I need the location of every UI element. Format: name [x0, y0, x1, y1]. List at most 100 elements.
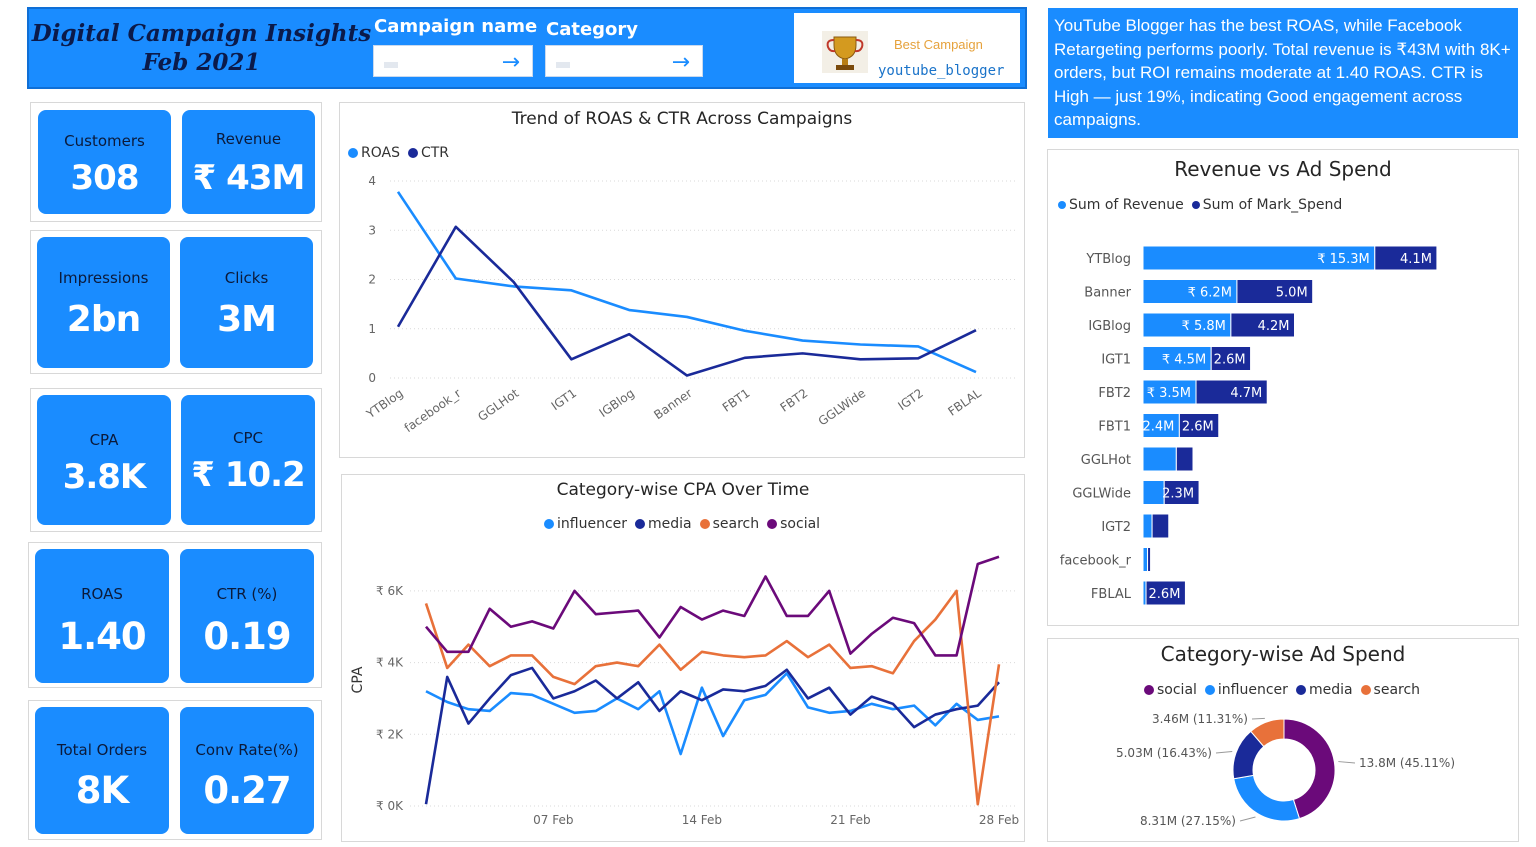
- legend-dot-search: [699, 519, 710, 529]
- legend-item-media-spend[interactable]: media: [1295, 682, 1353, 698]
- y-tick-label: 1: [368, 322, 376, 336]
- donut-slice-influencer: [1233, 774, 1301, 822]
- best-campaign-title: Best Campaign: [894, 37, 983, 52]
- kpi-impressions-value: 2bn: [66, 299, 141, 340]
- donut-data-label: 8.31M (27.15%): [1140, 814, 1236, 828]
- kpi-customers[interactable]: Customers 308: [38, 110, 171, 214]
- bar-data-label: 2.6M: [1182, 420, 1214, 435]
- bar-spend: [1147, 547, 1152, 572]
- best-campaign-card: Best Campaign youtube_blogger: [792, 11, 1022, 85]
- legend-label-media: media: [648, 516, 692, 532]
- kpi-ctr-label: CTR (%): [216, 585, 278, 603]
- x-tick-label: FBT2: [778, 386, 811, 415]
- bar-data-label: ₹ 4.5M: [1162, 353, 1206, 368]
- y-tick-label: ₹ 2K: [376, 727, 404, 741]
- bar-revenue: [1142, 480, 1165, 505]
- category-adspend-donut[interactable]: 13.8M (45.11%) 8.31M (27.15%) 5.03M (16.43…: [1048, 639, 1520, 843]
- donut-data-label: 3.46M (11.31%): [1152, 712, 1248, 726]
- category-label: FBLAL: [1091, 587, 1132, 602]
- kpi-roas-value: 1.40: [58, 615, 146, 658]
- kpi-clicks-value: 3M: [217, 299, 277, 340]
- arrow-right-icon: →: [501, 50, 520, 75]
- donut-slice-search: [1250, 718, 1285, 748]
- bar-data-label: ₹ 3.5M: [1147, 386, 1191, 401]
- campaign-slicer-input[interactable]: →: [373, 45, 533, 77]
- legend-item-spend[interactable]: Sum of Mark_Spend: [1191, 197, 1342, 213]
- series-line-social: [425, 555, 1000, 657]
- revenue-adspend-chart[interactable]: YTBlog ₹ 15.3M 4.1M Banner ₹ 6.2M 5.0M IGBlog ₹…: [1048, 150, 1520, 627]
- bar-data-label: 2.3M: [1162, 487, 1194, 502]
- y-tick-label: 2: [368, 273, 376, 287]
- bar-data-label: ₹ 5.8M: [1182, 319, 1226, 334]
- kpi-customers-label: Customers: [64, 132, 145, 150]
- bar-revenue: [1142, 312, 1232, 338]
- bar-data-label: 4.2M: [1258, 319, 1290, 334]
- roas-ctr-trend-panel: Trend of ROAS & CTR Across Campaigns ROA…: [339, 102, 1025, 458]
- legend-item-revenue[interactable]: Sum of Revenue: [1058, 197, 1184, 213]
- bar-data-label: ₹ 15.3M: [1317, 252, 1370, 267]
- bar-spend: [1145, 580, 1186, 606]
- kpi-cpc[interactable]: CPC ₹ 10.2: [181, 395, 315, 525]
- kpi-revenue-label: Revenue: [215, 130, 282, 148]
- legend-item-search-spend[interactable]: search: [1360, 682, 1421, 698]
- legend-dot-influencer: [544, 519, 554, 529]
- kpi-group-impressions-clicks: Impressions 2bn Clicks 3M: [30, 230, 322, 374]
- roas-ctr-trend-title: Trend of ROAS & CTR Across Campaigns: [511, 109, 853, 129]
- kpi-revenue[interactable]: Revenue ₹ 43M: [182, 110, 315, 214]
- arrow-right-icon: →: [671, 50, 690, 75]
- legend-item-roas[interactable]: ROAS: [348, 145, 400, 161]
- legend-item-search[interactable]: search: [699, 516, 760, 532]
- legend-item-social-spend[interactable]: social: [1144, 682, 1197, 698]
- kpi-cpc-label: CPC: [233, 429, 263, 447]
- kpi-impressions[interactable]: Impressions 2bn: [37, 237, 170, 368]
- kpi-group-roas-ctr: ROAS 1.40 CTR (%) 0.19: [28, 542, 322, 688]
- kpi-total-orders[interactable]: Total Orders 8K: [35, 707, 169, 834]
- legend-item-media[interactable]: media: [635, 516, 692, 532]
- legend-label-revenue: Sum of Revenue: [1069, 197, 1184, 213]
- series-line-roas: [396, 191, 977, 374]
- category-label: IGT2: [1101, 520, 1131, 535]
- category-label: YTBlog: [1085, 252, 1131, 267]
- bar-revenue: [1142, 346, 1212, 371]
- bar-revenue: [1142, 513, 1153, 539]
- y-tick-label: 4: [368, 174, 376, 188]
- x-tick-label: IGT2: [895, 386, 925, 413]
- legend-label-search: search: [712, 516, 760, 532]
- x-tick-label: FBT1: [720, 386, 753, 415]
- dashboard-title: Digital Campaign Insights Feb 2021: [29, 9, 374, 87]
- legend-label-search-spend: search: [1373, 682, 1421, 698]
- bar-data-label: 2.6M: [1214, 353, 1246, 368]
- kpi-clicks[interactable]: Clicks 3M: [180, 237, 313, 368]
- kpi-roas-label: ROAS: [81, 585, 123, 603]
- donut-data-label: 5.03M (16.43%): [1116, 746, 1212, 760]
- category-adspend-panel: Category-wise Ad Spend social influencer…: [1047, 638, 1519, 842]
- bar-revenue: [1142, 446, 1177, 472]
- legend-item-influencer[interactable]: influencer: [544, 516, 627, 532]
- kpi-cpa[interactable]: CPA 3.8K: [37, 395, 171, 525]
- y-tick-label: ₹ 4K: [376, 656, 404, 670]
- legend-label-social: social: [780, 516, 821, 532]
- legend-item-ctr[interactable]: CTR: [407, 145, 449, 161]
- kpi-ctr[interactable]: CTR (%) 0.19: [180, 549, 314, 683]
- bar-data-label: 4.7M: [1230, 386, 1262, 401]
- bar-spend: [1175, 446, 1194, 472]
- x-tick-label: GGLWide: [816, 386, 868, 429]
- placeholder-bar: [556, 62, 570, 68]
- category-adspend-legend: social influencer media search: [1144, 682, 1420, 698]
- y-tick-label: ₹ 6K: [376, 584, 404, 598]
- kpi-clicks-label: Clicks: [224, 269, 269, 287]
- bar-data-label: 2.6M: [1149, 587, 1181, 602]
- series-line-media: [424, 666, 1000, 805]
- kpi-conv-rate[interactable]: Conv Rate(%) 0.27: [180, 707, 314, 834]
- kpi-ctr-value: 0.19: [203, 615, 291, 658]
- legend-item-social[interactable]: social: [767, 516, 820, 532]
- bar-data-label: ₹ 2.4M: [1130, 420, 1174, 435]
- legend-item-influencer-spend[interactable]: influencer: [1204, 682, 1288, 698]
- x-tick-label: GGLHot: [475, 386, 521, 424]
- x-tick-label: IGBlog: [597, 386, 637, 420]
- kpi-roas[interactable]: ROAS 1.40: [35, 549, 169, 683]
- legend-label-social-spend: social: [1157, 682, 1197, 698]
- category-cpa-chart[interactable]: ₹ 0K ₹ 2K ₹ 4K ₹ 6K CPA 07 Feb 14 Feb 21 Feb 28 …: [342, 475, 1026, 843]
- category-slicer-input[interactable]: →: [545, 45, 703, 77]
